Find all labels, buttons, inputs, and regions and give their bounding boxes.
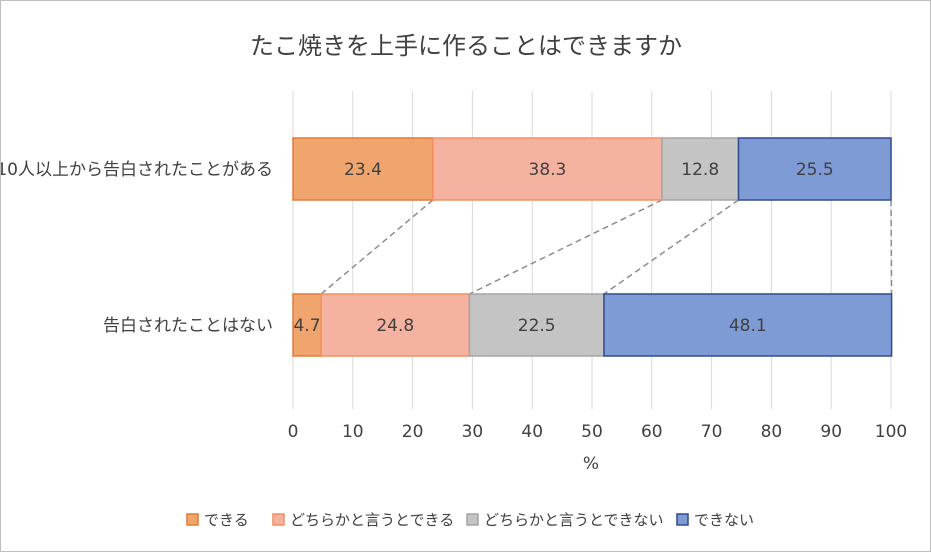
category-label: 10人以上から告白されたことがある — [1, 160, 273, 180]
legend-swatch — [466, 513, 479, 526]
x-tick-label: 40 — [521, 422, 543, 442]
legend-label: できない — [694, 511, 754, 529]
data-label: 48.1 — [729, 316, 767, 336]
data-label: 22.5 — [518, 316, 556, 336]
category-label: 告白されたことはない — [103, 316, 273, 336]
data-label: 12.8 — [681, 160, 719, 180]
data-label: 24.8 — [376, 316, 414, 336]
chart-title: たこ焼きを上手に作ることはできますか — [250, 32, 682, 60]
legend: できる どちらかと言うとできる どちらかと言うとできない できない — [186, 511, 754, 529]
legend-swatch — [676, 513, 689, 526]
legend-label: できる — [204, 511, 249, 529]
legend-swatch — [186, 513, 199, 526]
bar-segment — [292, 137, 434, 201]
series-connector-line — [890, 199, 893, 295]
data-label: 4.7 — [294, 316, 321, 336]
data-label: 38.3 — [529, 160, 567, 180]
x-tick-label: 80 — [761, 422, 783, 442]
x-tick-label: 10 — [342, 422, 364, 442]
x-tick-label: 90 — [820, 422, 842, 442]
x-tick-label: 100 — [875, 422, 907, 442]
series-connector-line — [469, 199, 663, 295]
legend-swatch — [272, 513, 285, 526]
x-axis-label: % — [583, 454, 599, 474]
bar-segment — [292, 293, 322, 357]
x-tick-label: 60 — [641, 422, 663, 442]
bar-segment — [661, 137, 740, 201]
x-tick-label: 0 — [288, 422, 299, 442]
data-label: 25.5 — [796, 160, 834, 180]
x-tick-label: 70 — [701, 422, 723, 442]
legend-label: どちらかと言うとできない — [484, 511, 664, 529]
series-connector-line — [603, 199, 739, 295]
x-tick-label: 20 — [402, 422, 424, 442]
series-connector-line — [320, 199, 434, 295]
legend-label: どちらかと言うとできる — [290, 511, 454, 529]
bar-segment — [603, 293, 893, 357]
x-tick-label: 50 — [581, 422, 603, 442]
bar-segment — [737, 137, 892, 201]
data-label: 23.4 — [344, 160, 382, 180]
x-tick-label: 30 — [462, 422, 484, 442]
bar-segment — [432, 137, 663, 201]
